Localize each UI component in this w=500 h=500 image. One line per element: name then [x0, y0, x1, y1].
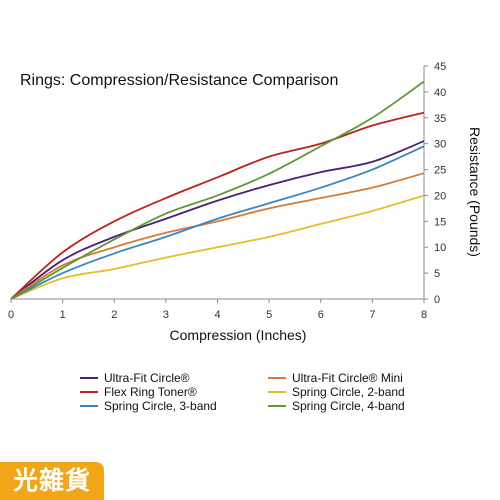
watermark-logo: 光雜貨 — [0, 462, 104, 500]
x-tick-label: 0 — [8, 309, 14, 321]
series-line-3 — [10, 194, 425, 300]
y-tick-label: 40 — [434, 87, 446, 99]
x-tick-label: 2 — [111, 309, 117, 321]
x-tick-label: 1 — [60, 309, 66, 321]
x-tick-label: 6 — [318, 309, 324, 321]
x-tick-label: 7 — [369, 309, 375, 321]
series-lines — [10, 80, 425, 300]
y-tick-label: 15 — [434, 216, 446, 228]
legend-label-0: Ultra-Fit Circle® — [104, 371, 190, 385]
x-tick-label: 3 — [163, 309, 169, 321]
y-tick-label: 35 — [434, 113, 446, 125]
y-tick-label: 0 — [434, 294, 440, 306]
series-line-5 — [10, 80, 425, 300]
legend-label-4: Spring Circle, 3-band — [104, 399, 217, 413]
legend: Ultra-Fit Circle® Ultra-Fit Circle® Mini F… — [80, 371, 405, 413]
plot-area — [11, 66, 424, 299]
chart-title: Rings: Compression/Resistance Comparison — [20, 72, 338, 89]
legend-label-3: Spring Circle, 2-band — [292, 385, 405, 399]
x-tick-label: 4 — [214, 309, 220, 321]
legend-label-2: Flex Ring Toner® — [104, 385, 197, 399]
x-tick-label: 5 — [266, 309, 272, 321]
y-tick-label: 30 — [434, 139, 446, 151]
legend-label-1: Ultra-Fit Circle® Mini — [292, 371, 403, 385]
series-line-2 — [10, 111, 425, 300]
y-tick-label: 45 — [434, 61, 446, 73]
series-line-4 — [10, 145, 425, 300]
y-axis-title: Resistance (Pounds) — [467, 127, 483, 257]
series-line-0 — [10, 140, 425, 300]
legend-label-5: Spring Circle, 4-band — [292, 399, 405, 413]
y-tick-label: 20 — [434, 190, 446, 202]
y-tick-label: 5 — [434, 268, 440, 280]
x-axis-title: Compression (Inches) — [170, 327, 307, 343]
y-tick-label: 25 — [434, 165, 446, 177]
y-tick-label: 10 — [434, 242, 446, 254]
x-tick-label: 8 — [421, 309, 427, 321]
